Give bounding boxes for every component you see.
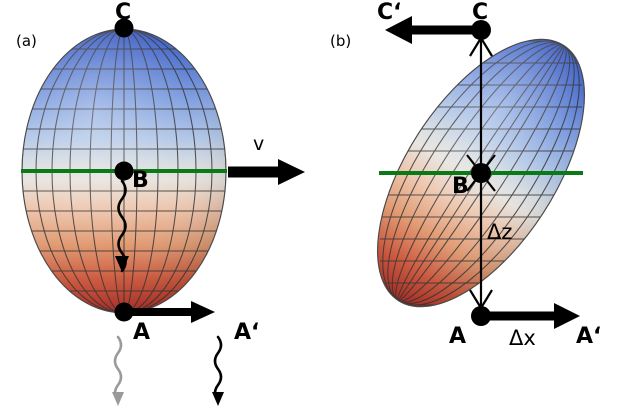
label-b-panel-a: B [132, 168, 149, 193]
label-velocity-panel-a: v [253, 133, 265, 155]
label-c-panel-a: C [115, 0, 132, 25]
label-a-panel-a: A [133, 320, 151, 345]
label-c-prime-panel-b: C‘ [377, 0, 402, 25]
point-marker-c-panel-b [471, 20, 491, 40]
label-c-panel-b: C [472, 0, 489, 25]
photon-wave-observed-panel-a [212, 335, 224, 406]
label-a-prime-panel-b: A‘ [576, 324, 602, 349]
point-marker-a-panel-b [471, 306, 491, 326]
label-a-panel-b: A [449, 324, 467, 349]
displacement-arrow-a-panel-a [124, 301, 215, 323]
label-delta-z: Δz [487, 220, 513, 244]
panel-tag-b: (b) [330, 32, 352, 50]
photon-wave-emitted-panel-a [112, 335, 124, 406]
point-marker-b-panel-a [114, 161, 134, 181]
displacement-arrow-c-panel-b [385, 16, 481, 44]
velocity-arrow-panel-a [228, 159, 305, 185]
label-b-panel-b: B [452, 174, 469, 199]
photon-wave-from-b-panel-a [115, 179, 129, 273]
point-marker-b-panel-b [471, 163, 491, 183]
label-a-prime-panel-a: A‘ [234, 320, 260, 345]
point-marker-c-panel-a [114, 18, 134, 38]
displacement-arrow-a-panel-b [481, 303, 580, 329]
panel-tag-a: (a) [16, 32, 37, 50]
label-delta-x: Δx [509, 326, 536, 350]
